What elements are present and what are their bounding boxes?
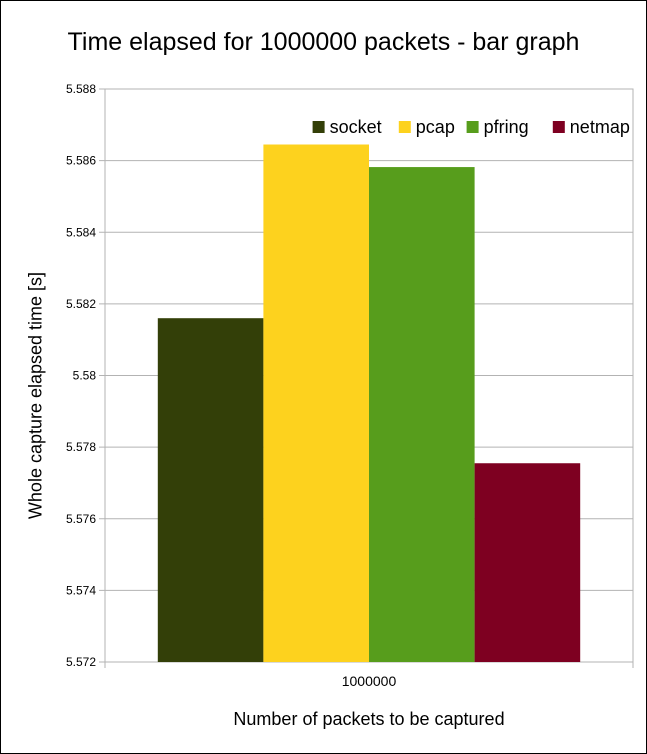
y-tick-label: 5.584 [66,225,96,239]
y-tick-label: 5.588 [66,82,96,96]
y-tick-label: 5.576 [66,512,96,526]
y-tick-labels: 5.572 5.574 5.576 5.578 5.58 5.582 5.584 5.586 5… [66,82,96,669]
bar-pcap [263,144,369,662]
y-tick-label: 5.572 [66,655,96,669]
legend-swatch-pcap [398,121,411,133]
y-tick-label: 5.574 [66,583,96,597]
y-tick-label: 5.582 [66,297,96,311]
x-tick-label: 1000000 [342,673,397,689]
bar-socket [157,318,264,662]
legend-swatch-socket [312,121,325,133]
y-tick-label: 5.578 [66,440,96,454]
legend: socket pcap pfring netmap [312,117,630,137]
chart-title: Time elapsed for 1000000 packets - bar g… [67,28,580,56]
legend-swatch-netmap [552,121,565,133]
x-axis-label: Number of packets to be captured [233,709,505,729]
legend-swatch-pfring [466,121,479,133]
x-tick-labels: 1000000 [342,673,397,689]
bar-netmap [474,463,581,662]
bars [157,144,581,663]
legend-label-netmap: netmap [570,117,630,137]
legend-label-pcap: pcap [416,117,455,137]
y-tick-label: 5.58 [73,369,97,383]
y-tick-label: 5.586 [66,154,96,168]
legend-label-socket: socket [330,117,382,137]
bar-pfring [369,167,475,663]
legend-label-pfring: pfring [484,117,529,137]
